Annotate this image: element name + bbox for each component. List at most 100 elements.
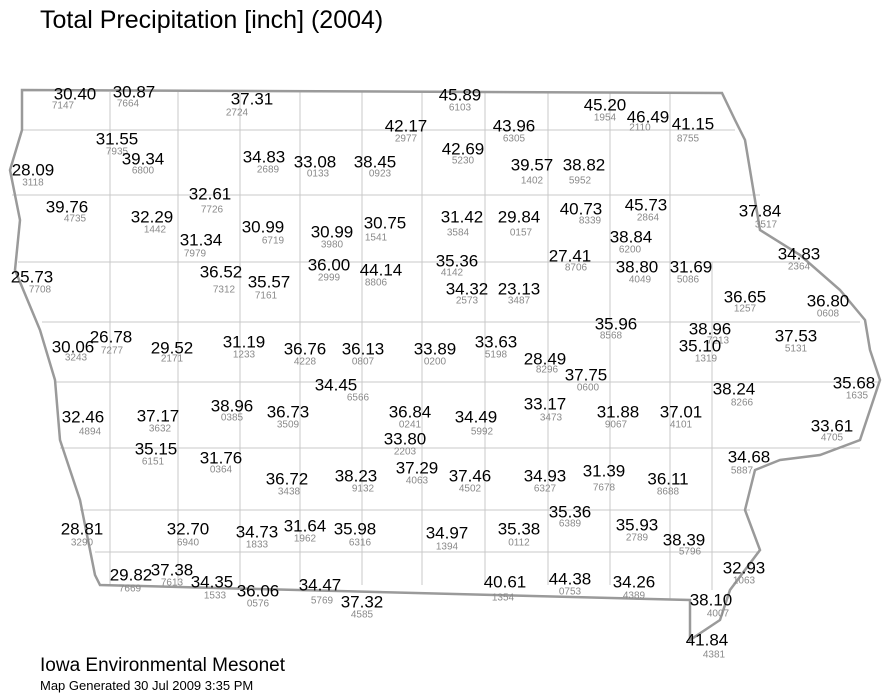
station-id: 6327 xyxy=(534,484,557,495)
station-value: 39.34 xyxy=(122,149,165,168)
state-outline xyxy=(8,88,882,643)
station-value: 31.42 xyxy=(441,207,484,226)
station-id: 2203 xyxy=(394,447,417,458)
station-value: 25.73 xyxy=(11,267,54,286)
station-id: 3509 xyxy=(277,420,300,431)
station-id: 4228 xyxy=(294,357,317,368)
station-value: 33.17 xyxy=(524,394,567,413)
station-id: 6940 xyxy=(177,538,200,549)
station-value: 38.45 xyxy=(354,152,397,171)
station-value: 30.87 xyxy=(113,82,156,101)
station-id: 7613 xyxy=(161,578,184,589)
station-id: 0807 xyxy=(352,357,375,368)
station-value: 29.82 xyxy=(110,565,153,584)
station-id: 1533 xyxy=(204,591,227,602)
station-id: 7708 xyxy=(29,285,52,296)
station-value: 31.69 xyxy=(670,257,713,276)
station-id: 0576 xyxy=(247,599,270,610)
station-value: 31.19 xyxy=(223,332,266,351)
station-value: 36.00 xyxy=(308,255,351,274)
station-id: 1833 xyxy=(246,540,269,551)
station-id: 6800 xyxy=(132,166,155,177)
station-value: 33.80 xyxy=(384,429,427,448)
station-id: 3473 xyxy=(540,413,563,424)
station-id: 4389 xyxy=(623,591,646,602)
station-id: 2171 xyxy=(161,354,184,365)
station-value: 36.84 xyxy=(389,402,432,421)
station-id: 6566 xyxy=(347,393,370,404)
station-id: 7147 xyxy=(52,101,75,112)
station-id: 8266 xyxy=(731,398,754,409)
station-value: 29.84 xyxy=(498,207,541,226)
station-id: 1319 xyxy=(695,354,718,365)
station-value: 38.23 xyxy=(335,466,378,485)
station-id: 1063 xyxy=(733,576,756,587)
station-value: 34.26 xyxy=(613,572,656,591)
station-value: 28.49 xyxy=(524,349,567,368)
station-id: 0364 xyxy=(210,465,233,476)
station-value: 39.76 xyxy=(46,197,89,216)
footer-generated: Map Generated 30 Jul 2009 3:35 PM xyxy=(40,678,253,693)
station-value: 34.97 xyxy=(426,523,469,542)
station-id: 2977 xyxy=(395,134,418,145)
station-id: 0608 xyxy=(817,309,840,320)
station-id: 7935 xyxy=(106,147,129,158)
station-value: 38.80 xyxy=(616,257,659,276)
station-value: 38.96 xyxy=(211,396,254,415)
station-value: 44.14 xyxy=(360,260,403,279)
station-value: 30.99 xyxy=(242,217,285,236)
station-id: 4705 xyxy=(821,433,844,444)
station-id: 7664 xyxy=(117,99,140,110)
station-value: 34.68 xyxy=(728,447,771,466)
station-id: 2864 xyxy=(637,213,660,224)
station-id: 3118 xyxy=(22,178,44,189)
station-id: 0200 xyxy=(424,357,447,368)
station-value: 40.61 xyxy=(484,572,527,591)
station-id: 0157 xyxy=(510,228,533,239)
station-id: 3243 xyxy=(65,353,88,364)
station-id: 5086 xyxy=(677,275,700,286)
station-value: 45.73 xyxy=(625,195,668,214)
station-value: 34.35 xyxy=(191,572,234,591)
station-id: 4735 xyxy=(64,214,87,225)
station-id: 4063 xyxy=(406,476,429,487)
station-id: 6305 xyxy=(503,134,526,145)
station-value: 29.52 xyxy=(151,338,194,357)
station-value: 33.89 xyxy=(414,339,457,358)
station-value: 41.15 xyxy=(672,114,715,133)
station-value: 35.36 xyxy=(549,502,592,521)
station-value: 28.81 xyxy=(61,519,104,538)
station-id: 4381 xyxy=(703,650,726,661)
station-value: 37.46 xyxy=(449,466,492,485)
station-value: 31.76 xyxy=(200,448,243,467)
station-value: 32.61 xyxy=(189,184,232,203)
station-id: 0385 xyxy=(221,413,244,424)
station-id: 2789 xyxy=(626,533,649,544)
station-value: 38.39 xyxy=(663,530,706,549)
station-value: 34.83 xyxy=(778,244,821,263)
station-value: 42.17 xyxy=(385,116,428,135)
station-id: 1635 xyxy=(846,391,869,402)
station-id: 1954 xyxy=(594,113,617,124)
station-id: 4007 xyxy=(707,609,730,620)
station-id: 7277 xyxy=(101,346,124,357)
station-value: 31.88 xyxy=(597,402,640,421)
station-value: 37.17 xyxy=(137,406,180,425)
station-value: 33.08 xyxy=(294,152,337,171)
station-value: 37.29 xyxy=(396,458,439,477)
station-id: 5796 xyxy=(679,547,702,558)
station-value: 43.96 xyxy=(493,116,536,135)
station-id: 4049 xyxy=(629,275,652,286)
station-id: 0133 xyxy=(307,169,330,180)
station-value: 34.47 xyxy=(299,575,342,594)
station-id: 1257 xyxy=(734,304,757,315)
station-id: 6151 xyxy=(142,457,165,468)
station-id: 4894 xyxy=(79,427,102,438)
station-id: 1442 xyxy=(144,225,167,236)
station-id: 8339 xyxy=(579,216,602,227)
station-value: 38.24 xyxy=(713,379,756,398)
station-id: 0753 xyxy=(559,587,582,598)
station-id: 6719 xyxy=(262,236,285,247)
